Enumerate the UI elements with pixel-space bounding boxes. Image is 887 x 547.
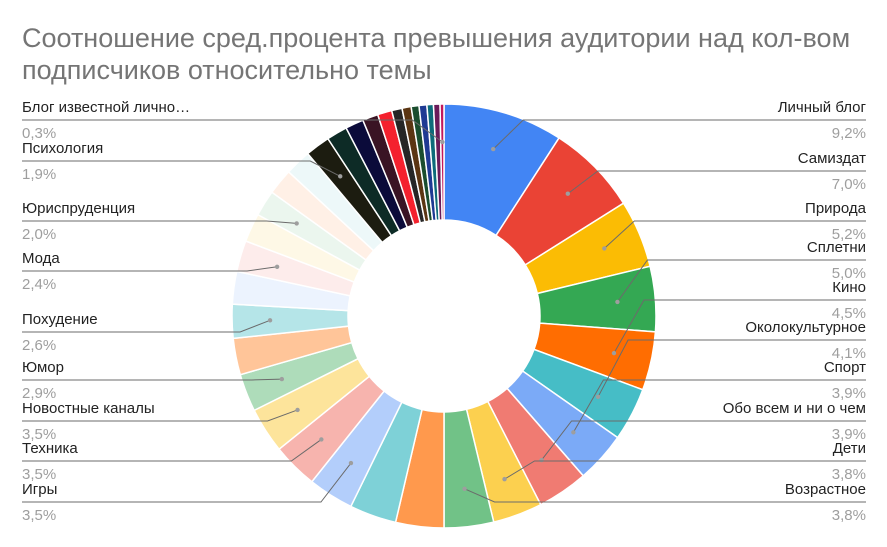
- leader-dot-13: [319, 437, 324, 442]
- leader-line-7: [541, 420, 866, 461]
- leader-dot-17: [267, 318, 273, 323]
- slice-label-17: Похудение: [22, 311, 98, 328]
- slice-label-12: Игры: [22, 481, 57, 498]
- slice-percent-13: 3,5%: [22, 466, 56, 483]
- leader-dot-1: [565, 191, 571, 196]
- leader-line-4: [613, 299, 866, 354]
- chart-title: Соотношение сред.процента превышения ауд…: [22, 23, 851, 85]
- leader-dot-35: [440, 139, 445, 145]
- slice-label-15: Юмор: [22, 359, 64, 376]
- leader-dot-6: [571, 430, 576, 435]
- leader-dot-7: [539, 457, 544, 463]
- leader-line-35: [22, 119, 443, 143]
- leader-dot-15: [279, 376, 285, 382]
- slice-percent-3: 5,0%: [832, 265, 866, 282]
- leader-line-15: [22, 378, 282, 381]
- slice-percent-14: 3,5%: [22, 426, 56, 443]
- leader-line-0: [492, 119, 866, 150]
- slice-label-8: Дети: [833, 440, 866, 457]
- slice-35[interactable]: [439, 103, 445, 221]
- slice-percent-2: 5,2%: [832, 226, 866, 243]
- slices-group: [231, 103, 657, 529]
- leader-line-21: [22, 220, 297, 224]
- leader-line-1: [567, 170, 866, 195]
- slice-label-19: Мода: [22, 250, 60, 267]
- slice-label-3: Сплетни: [807, 239, 866, 256]
- leader-dot-19: [274, 264, 280, 269]
- leader-dot-21: [294, 221, 299, 226]
- leader-line-5: [597, 339, 866, 398]
- slice-percent-1: 7,0%: [832, 176, 866, 193]
- slice-label-6: Спорт: [824, 359, 866, 376]
- slice-percent-19: 2,4%: [22, 276, 56, 293]
- slice-percent-4: 4,5%: [832, 305, 866, 322]
- leader-dot-2: [602, 246, 607, 251]
- leader-line-14: [22, 409, 298, 422]
- leader-line-13: [22, 439, 322, 462]
- leader-line-19: [22, 266, 278, 272]
- leader-dot-0: [491, 146, 496, 152]
- slice-label-14: Новостные каналы: [22, 400, 155, 417]
- slice-percent-15: 2,9%: [22, 385, 56, 402]
- leader-line-9: [464, 488, 866, 503]
- slice-label-24: Психология: [22, 140, 103, 157]
- leader-dot-12: [348, 460, 354, 466]
- leader-line-2: [603, 220, 866, 249]
- slice-percent-24: 1,9%: [22, 166, 56, 183]
- leader-line-8: [504, 460, 866, 480]
- leader-lines-group: [22, 119, 866, 503]
- slice-percent-12: 3,5%: [22, 507, 56, 524]
- slice-percent-5: 4,1%: [832, 345, 866, 362]
- leader-dot-3: [615, 299, 620, 305]
- leader-line-17: [22, 319, 271, 333]
- leader-line-3: [617, 259, 866, 303]
- slice-percent-6: 3,9%: [832, 385, 866, 402]
- leader-dot-24: [338, 174, 343, 179]
- slice-percent-35: 0,3%: [22, 125, 56, 142]
- slice-percent-8: 3,8%: [832, 466, 866, 483]
- leader-dot-8: [502, 476, 507, 482]
- leader-dot-14: [295, 407, 300, 413]
- leader-dot-9: [462, 486, 467, 491]
- slice-label-35: Блог известной лично…: [22, 99, 190, 116]
- slice-label-4: Кино: [832, 279, 866, 296]
- slice-percent-7: 3,9%: [832, 426, 866, 443]
- slice-label-13: Техника: [22, 440, 78, 457]
- slice-label-5: Околокультурное: [745, 319, 866, 336]
- leader-dot-4: [611, 350, 617, 356]
- leader-line-6: [572, 379, 866, 433]
- slice-label-7: Обо всем и ни о чем: [723, 400, 866, 417]
- slice-label-1: Самиздат: [798, 150, 866, 167]
- slice-label-2: Природа: [805, 200, 867, 217]
- slice-percent-9: 3,8%: [832, 507, 866, 524]
- leader-dot-5: [595, 394, 601, 400]
- slice-percent-0: 9,2%: [832, 125, 866, 142]
- slice-percent-21: 2,0%: [22, 226, 56, 243]
- slice-label-9: Возрастное: [785, 481, 866, 498]
- slice-percent-17: 2,6%: [22, 337, 56, 354]
- slice-label-21: Юриспруденция: [22, 200, 135, 217]
- labels-group: Личный блог9,2%Самиздат7,0%Природа5,2%Сп…: [22, 99, 867, 524]
- slice-label-0: Личный блог: [778, 99, 867, 116]
- leader-line-24: [22, 160, 341, 177]
- leader-line-12: [22, 462, 352, 503]
